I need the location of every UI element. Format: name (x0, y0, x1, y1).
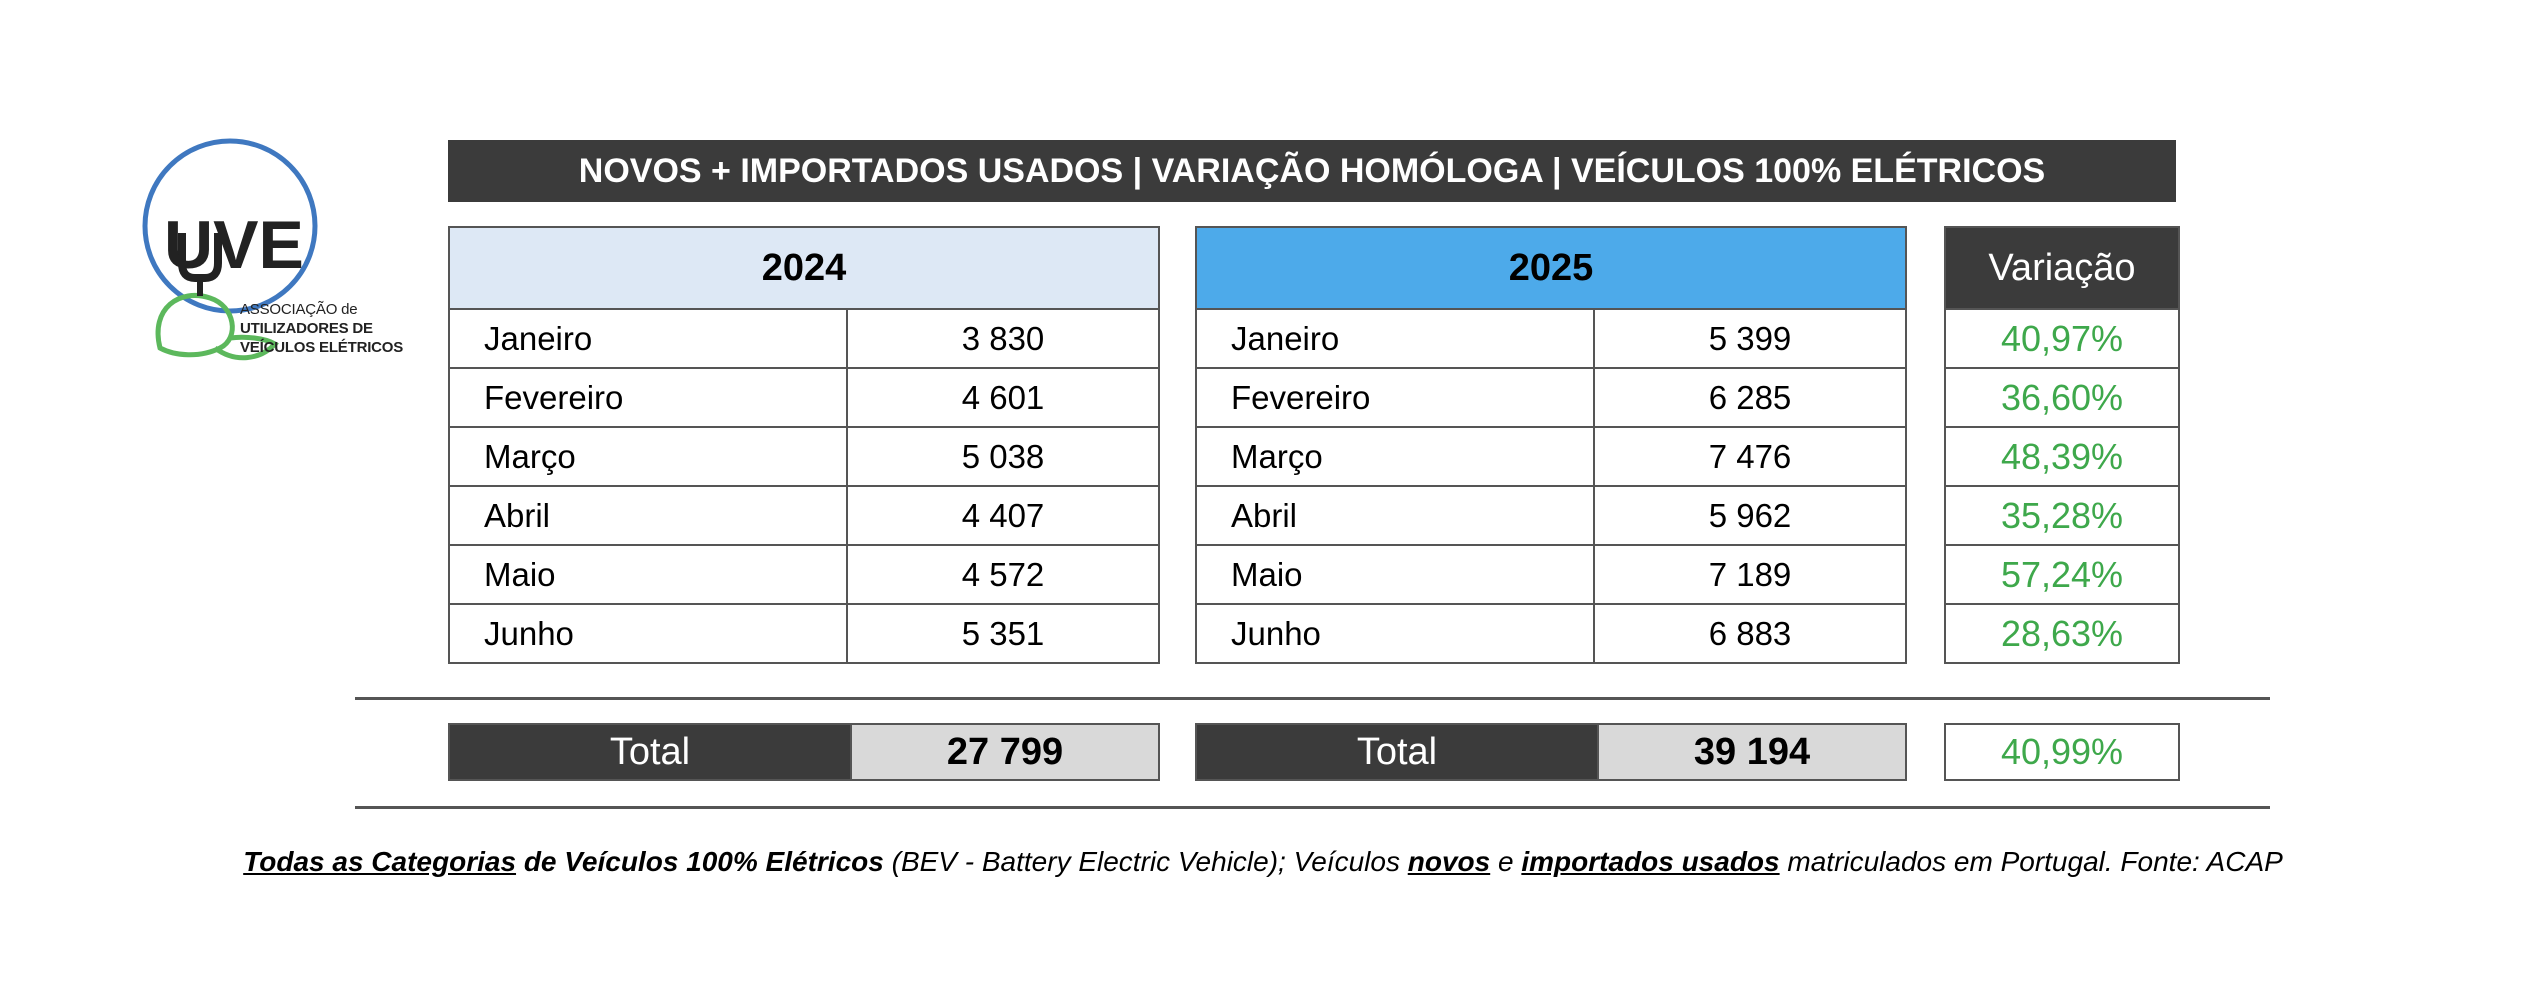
table-row: 48,39% (1944, 426, 2180, 487)
value-cell: 5 038 (846, 426, 1160, 487)
variation-cell: 57,24% (1944, 544, 2180, 605)
table-row: Janeiro 3 830 (448, 308, 1160, 369)
month-label: Março (448, 426, 848, 487)
table-row: Fevereiro 6 285 (1195, 367, 1907, 428)
year-header-2025: 2025 (1195, 226, 1907, 310)
variation-cell: 28,63% (1944, 603, 2180, 664)
total-variation: 40,99% (1944, 723, 2180, 781)
table-row: Maio 7 189 (1195, 544, 1907, 605)
value-cell: 4 407 (846, 485, 1160, 546)
value-cell: 6 883 (1593, 603, 1907, 664)
table-row: 28,63% (1944, 603, 2180, 664)
logo-caption-line2: UTILIZADORES DE (240, 320, 373, 337)
value-cell: 3 830 (846, 308, 1160, 369)
footnote: Todas as Categorias de Veículos 100% Elé… (0, 846, 2526, 878)
footnote-part2: de Veículos 100% Elétricos (523, 846, 884, 877)
month-label: Janeiro (448, 308, 848, 369)
value-cell: 5 351 (846, 603, 1160, 664)
table-row: 40,97% (1944, 308, 2180, 369)
table-row: Março 5 038 (448, 426, 1160, 487)
table-row: Maio 4 572 (448, 544, 1160, 605)
variation-cell: 36,60% (1944, 367, 2180, 428)
value-cell: 6 285 (1593, 367, 1907, 428)
footnote-part5: e (1497, 846, 1514, 877)
month-label: Janeiro (1195, 308, 1595, 369)
logo-emblem-icon: UVE (142, 138, 318, 361)
table-row: Abril 4 407 (448, 485, 1160, 546)
footnote-part3: (BEV - Battery Electric Vehicle); Veícul… (891, 846, 1400, 877)
table-row: Junho 6 883 (1195, 603, 1907, 664)
table-row: 35,28% (1944, 485, 2180, 546)
logo-caption: ASSOCIAÇÃO de UTILIZADORES DE VEÍCULOS E… (240, 300, 440, 357)
month-label: Maio (448, 544, 848, 605)
value-cell: 5 399 (1593, 308, 1907, 369)
total-value: 39 194 (1597, 725, 1905, 779)
total-value: 27 799 (850, 725, 1158, 779)
table-row: Junho 5 351 (448, 603, 1160, 664)
value-cell: 7 189 (1593, 544, 1907, 605)
divider-top (355, 697, 2270, 700)
variation-header: Variação (1944, 226, 2180, 310)
month-label: Março (1195, 426, 1595, 487)
total-2025: Total 39 194 (1195, 723, 1907, 781)
month-label: Junho (448, 603, 848, 664)
table-2025: 2025 Janeiro 5 399 Fevereiro 6 285 Março 7 … (1195, 226, 1907, 664)
variation-cell: 35,28% (1944, 485, 2180, 546)
table-variation: Variação 40,97% 36,60% 48,39% 35,28% 57,… (1944, 226, 2180, 664)
table-2024: 2024 Janeiro 3 830 Fevereiro 4 601 Março 5 … (448, 226, 1160, 664)
footnote-part1: Todas as Categorias (243, 846, 517, 877)
month-label: Fevereiro (1195, 367, 1595, 428)
table-row: 57,24% (1944, 544, 2180, 605)
logo-caption-line1: ASSOCIAÇÃO de (240, 301, 358, 318)
year-header-2024: 2024 (448, 226, 1160, 310)
table-row: Março 7 476 (1195, 426, 1907, 487)
month-label: Abril (448, 485, 848, 546)
footnote-part4: novos (1407, 846, 1491, 877)
month-label: Junho (1195, 603, 1595, 664)
footnote-part6: importados usados (1521, 846, 1780, 877)
footnote-part7: matriculados em Portugal. Fonte: ACAP (1787, 846, 2283, 877)
value-cell: 4 601 (846, 367, 1160, 428)
variation-cell: 48,39% (1944, 426, 2180, 487)
uve-logo: UVE ASSOCIAÇÃO de UTILIZADORES DE VEÍCUL… (140, 138, 403, 378)
total-label: Total (1197, 725, 1597, 779)
total-label: Total (450, 725, 850, 779)
page-title: NOVOS + IMPORTADOS USADOS | VARIAÇÃO HOM… (448, 140, 2176, 202)
table-row: 36,60% (1944, 367, 2180, 428)
logo-caption-line3: VEÍCULOS ELÉTRICOS (240, 339, 404, 356)
table-row: Janeiro 5 399 (1195, 308, 1907, 369)
month-label: Fevereiro (448, 367, 848, 428)
table-row: Abril 5 962 (1195, 485, 1907, 546)
month-label: Abril (1195, 485, 1595, 546)
total-2024: Total 27 799 (448, 723, 1160, 781)
value-cell: 5 962 (1593, 485, 1907, 546)
variation-cell: 40,97% (1944, 308, 2180, 369)
logo-mark: UVE (164, 207, 304, 283)
month-label: Maio (1195, 544, 1595, 605)
value-cell: 4 572 (846, 544, 1160, 605)
table-row: Fevereiro 4 601 (448, 367, 1160, 428)
value-cell: 7 476 (1593, 426, 1907, 487)
divider-bottom (355, 806, 2270, 809)
